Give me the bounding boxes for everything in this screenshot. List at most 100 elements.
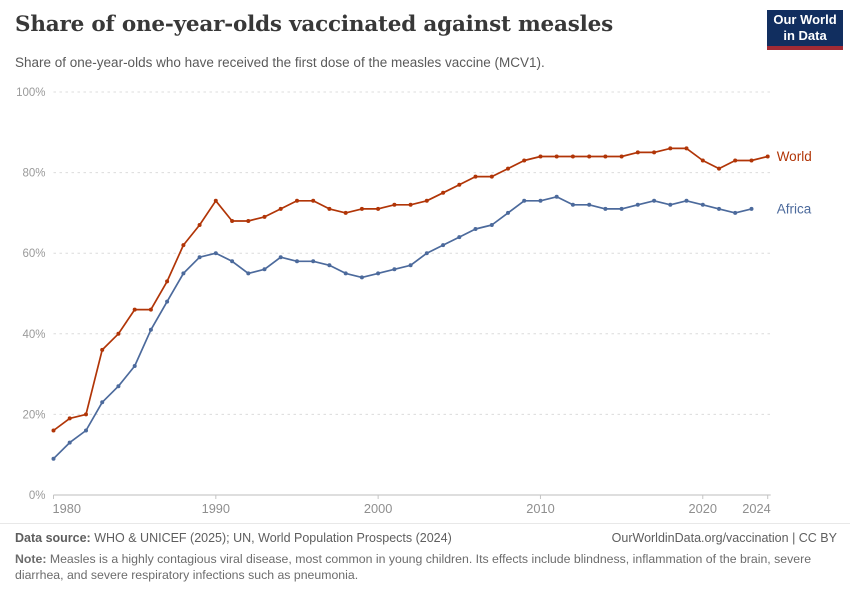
data-point-africa xyxy=(684,198,689,203)
data-point-africa xyxy=(635,202,640,207)
data-point-africa xyxy=(343,271,348,276)
x-axis-tick-label: 2020 xyxy=(689,501,717,516)
data-point-world xyxy=(489,174,494,179)
data-point-africa xyxy=(51,456,56,461)
page-title: Share of one-year-olds vaccinated agains… xyxy=(15,12,614,37)
data-point-world xyxy=(181,243,186,248)
data-point-world xyxy=(765,154,770,159)
data-point-world xyxy=(473,174,478,179)
data-point-world xyxy=(457,182,462,187)
owid-link[interactable]: OurWorldinData.org/vaccination | CC BY xyxy=(611,531,837,545)
data-point-world xyxy=(700,158,705,163)
data-source-label: Data source: xyxy=(15,531,91,545)
data-point-africa xyxy=(408,263,413,268)
data-point-africa xyxy=(619,206,624,211)
data-point-africa xyxy=(749,206,754,211)
x-axis-tick-label: 2024 xyxy=(742,501,770,516)
data-point-world xyxy=(197,223,202,227)
data-source-text: Data source: WHO & UNICEF (2025); UN, Wo… xyxy=(15,531,452,545)
data-point-africa xyxy=(311,259,316,264)
data-point-world xyxy=(587,154,592,159)
y-axis-tick-label: 0% xyxy=(29,490,46,502)
data-point-world xyxy=(554,154,559,159)
y-axis-tick-label: 60% xyxy=(22,248,45,260)
data-point-world xyxy=(148,307,153,312)
data-point-world xyxy=(424,198,429,203)
data-point-world xyxy=(717,166,721,171)
owid-logo[interactable]: Our World in Data xyxy=(767,10,843,50)
data-point-africa xyxy=(489,223,494,227)
data-point-world xyxy=(359,206,364,211)
series-line-world[interactable] xyxy=(52,147,769,432)
data-point-africa xyxy=(359,275,364,280)
data-point-world xyxy=(570,154,575,159)
data-point-world xyxy=(278,206,283,211)
data-point-world xyxy=(376,206,381,211)
x-axis-tick-label: 1990 xyxy=(202,501,230,516)
series-line-africa[interactable] xyxy=(52,195,753,460)
data-point-africa xyxy=(84,428,88,433)
data-point-africa xyxy=(457,235,462,240)
data-point-world xyxy=(116,331,121,336)
data-point-africa xyxy=(132,364,137,368)
data-point-africa xyxy=(570,202,575,207)
data-point-africa xyxy=(506,210,510,215)
owid-logo-line2: in Data xyxy=(783,28,827,43)
footer-note: Note: Measles is a highly contagious vir… xyxy=(15,552,827,583)
y-axis-tick-label: 40% xyxy=(22,329,45,341)
data-point-world xyxy=(538,154,543,159)
data-point-world xyxy=(213,198,218,203)
data-point-world xyxy=(441,190,446,195)
data-point-africa xyxy=(424,251,429,256)
data-point-africa xyxy=(116,384,121,389)
data-point-africa xyxy=(181,271,186,276)
data-point-africa xyxy=(603,206,608,211)
data-point-africa xyxy=(652,198,657,203)
data-point-africa xyxy=(522,198,527,203)
data-point-africa xyxy=(733,210,738,215)
data-point-africa xyxy=(473,227,478,231)
data-source-value: WHO & UNICEF (2025); UN, World Populatio… xyxy=(90,531,452,545)
data-point-africa xyxy=(67,440,72,445)
data-point-africa xyxy=(554,194,559,199)
data-point-world xyxy=(230,219,235,223)
data-point-world xyxy=(506,166,510,171)
data-point-africa xyxy=(148,327,153,332)
data-point-world xyxy=(408,202,413,207)
y-axis-tick-label: 100% xyxy=(16,87,45,99)
series-label-world[interactable]: World xyxy=(777,149,812,164)
data-point-africa xyxy=(700,202,705,207)
data-point-africa xyxy=(165,299,170,304)
data-point-world xyxy=(165,279,170,284)
data-point-africa xyxy=(587,202,592,207)
data-point-africa xyxy=(295,259,299,264)
data-point-africa xyxy=(246,271,251,276)
data-point-africa xyxy=(100,400,105,405)
x-axis-tick-label: 1980 xyxy=(53,501,81,516)
data-point-africa xyxy=(230,259,235,264)
data-point-world xyxy=(749,158,754,163)
data-point-world xyxy=(262,214,267,219)
data-point-world xyxy=(84,412,88,417)
data-point-world xyxy=(67,416,72,421)
data-point-world xyxy=(327,206,332,211)
y-axis-tick-label: 20% xyxy=(22,409,45,421)
data-point-world xyxy=(51,428,56,433)
note-label: Note: xyxy=(15,552,47,566)
footer-source-row: Data source: WHO & UNICEF (2025); UN, Wo… xyxy=(15,531,837,545)
data-point-africa xyxy=(262,267,267,272)
data-point-world xyxy=(733,158,738,163)
data-point-africa xyxy=(376,271,381,276)
data-point-africa xyxy=(392,267,397,272)
series-label-africa[interactable]: Africa xyxy=(777,201,812,216)
chart-subtitle: Share of one-year-olds who have received… xyxy=(15,55,545,70)
data-point-world xyxy=(132,307,137,312)
x-axis-tick-label: 2000 xyxy=(364,501,392,516)
data-point-africa xyxy=(213,251,218,256)
data-point-world xyxy=(668,146,673,151)
data-point-africa xyxy=(717,206,721,211)
data-point-africa xyxy=(441,243,446,248)
data-point-world xyxy=(311,198,316,203)
